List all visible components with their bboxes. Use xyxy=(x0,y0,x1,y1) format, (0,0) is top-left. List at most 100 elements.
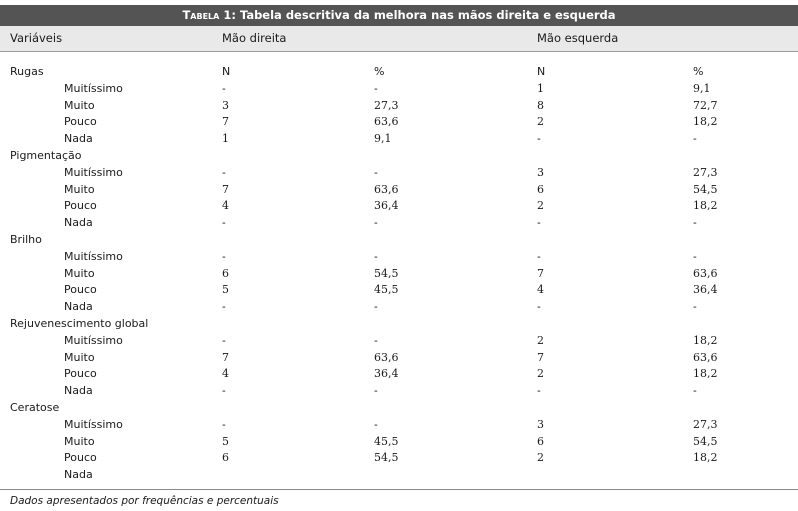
row-label: Muitíssimo xyxy=(64,333,123,347)
cell-pct-left: 18,2 xyxy=(693,115,718,129)
cell-n-right: - xyxy=(222,165,226,179)
table-row: Muito 7 63,6 7 63,6 xyxy=(0,349,798,366)
cell-pct-right: - xyxy=(374,300,378,314)
row-label: Pouco xyxy=(64,283,97,297)
table-footnote: Dados apresentados por frequências e per… xyxy=(10,495,279,507)
cell-n-left: 3 xyxy=(537,417,544,431)
table-row: Nada 1 9,1 - - xyxy=(0,130,798,147)
cell-pct-left: 18,2 xyxy=(693,333,718,347)
table-header: Variáveis Mão direita Mão esquerda xyxy=(0,26,798,52)
row-label: Muito xyxy=(64,350,95,364)
cell-pct-left: 63,6 xyxy=(693,350,718,364)
cell-pct-right: 27,3 xyxy=(374,98,399,112)
cell-pct-left: 18,2 xyxy=(693,367,718,381)
table-row: Muitíssimo - - 2 18,2 xyxy=(0,332,798,349)
cell-n-left: 6 xyxy=(537,182,544,196)
cell-n-right: 7 xyxy=(222,350,229,364)
cell-pct-left: 27,3 xyxy=(693,417,718,431)
row-label: Nada xyxy=(64,132,93,146)
cell-pct-right: 63,6 xyxy=(374,350,399,364)
cell-pct-right: 63,6 xyxy=(374,182,399,196)
cell-pct-left: - xyxy=(693,384,697,398)
cell-n-left: 7 xyxy=(537,266,544,280)
cell-pct-left: 27,3 xyxy=(693,165,718,179)
row-label: Pouco xyxy=(64,367,97,381)
cell-n-right: 3 xyxy=(222,98,229,112)
table-bottom-rule xyxy=(0,489,798,490)
group-row: Pigmentação xyxy=(0,147,798,164)
row-label: Muito xyxy=(64,266,95,280)
row-label: Pouco xyxy=(64,115,97,129)
cell-n-right: - xyxy=(222,300,226,314)
cell-n-right: 7 xyxy=(222,182,229,196)
table-row: Pouco 7 63,6 2 18,2 xyxy=(0,113,798,130)
cell-n-left: - xyxy=(537,132,541,146)
cell-pct-left: 36,4 xyxy=(693,283,718,297)
table-row: Muitíssimo - - - - xyxy=(0,248,798,265)
cell-n-right: 5 xyxy=(222,283,229,297)
cell-pct-right: - xyxy=(374,165,378,179)
row-label: Muito xyxy=(64,98,95,112)
cell-pct-left: 54,5 xyxy=(693,182,718,196)
cell-n-left: 6 xyxy=(537,434,544,448)
table-row: Muito 5 45,5 6 54,5 xyxy=(0,433,798,450)
cell-pct-right: 54,5 xyxy=(374,266,399,280)
cell-n-left: 2 xyxy=(537,333,544,347)
group-label: Ceratose xyxy=(10,401,60,414)
row-label: Muitíssimo xyxy=(64,417,123,431)
table-row: Muito 3 27,3 8 72,7 xyxy=(0,97,798,114)
cell-n-left: 3 xyxy=(537,165,544,179)
row-label: Pouco xyxy=(64,451,97,465)
cell-pct-left: 72,7 xyxy=(693,98,718,112)
row-label: Pouco xyxy=(64,199,97,213)
row-label: Muitíssimo xyxy=(64,81,123,95)
table-row: Nada - - - - xyxy=(0,298,798,315)
cell-pct-right: 54,5 xyxy=(374,451,399,465)
row-label: Muito xyxy=(64,182,95,196)
cell-n-right: 7 xyxy=(222,115,229,129)
cell-pct-right: - xyxy=(374,81,378,95)
group-label: Rejuvenescimento global xyxy=(10,317,149,330)
cell-pct-left: 18,2 xyxy=(693,451,718,465)
cell-pct-left: - xyxy=(693,132,697,146)
cell-pct-right: 36,4 xyxy=(374,367,399,381)
column-label: % xyxy=(693,65,704,78)
cell-pct-left: - xyxy=(693,300,697,314)
group-label: Pigmentação xyxy=(10,149,82,162)
cell-n-left: - xyxy=(537,249,541,263)
cell-pct-left: 63,6 xyxy=(693,266,718,280)
row-label: Muitíssimo xyxy=(64,165,123,179)
cell-pct-left: 18,2 xyxy=(693,199,718,213)
group-row: Ceratose xyxy=(0,399,798,416)
row-label: Muitíssimo xyxy=(64,249,123,263)
column-label: % xyxy=(374,65,385,78)
cell-pct-right: 45,5 xyxy=(374,283,399,297)
cell-n-left: 1 xyxy=(537,81,544,95)
cell-pct-right: 63,6 xyxy=(374,115,399,129)
cell-n-right: - xyxy=(222,384,226,398)
row-label: Nada xyxy=(64,300,93,314)
cell-n-left: - xyxy=(537,216,541,230)
cell-n-right: 5 xyxy=(222,434,229,448)
table-row: Muitíssimo - - 3 27,3 xyxy=(0,416,798,433)
cell-pct-right: - xyxy=(374,249,378,263)
column-label: N xyxy=(222,65,231,78)
cell-n-right: 6 xyxy=(222,266,229,280)
table-row: Muito 7 63,6 6 54,5 xyxy=(0,181,798,198)
cell-n-right: - xyxy=(222,333,226,347)
cell-n-right: - xyxy=(222,249,226,263)
cell-n-right: - xyxy=(222,417,226,431)
cell-n-left: 2 xyxy=(537,451,544,465)
cell-pct-left: 9,1 xyxy=(693,81,711,95)
table-row: Nada xyxy=(0,466,798,483)
cell-n-right: - xyxy=(222,216,226,230)
cell-pct-left: 54,5 xyxy=(693,434,718,448)
table-title: Tabela 1: Tabela descritiva da melhora n… xyxy=(0,5,798,26)
cell-pct-right: 36,4 xyxy=(374,199,399,213)
row-label: Nada xyxy=(64,216,93,230)
row-label: Nada xyxy=(64,468,93,482)
cell-pct-right: - xyxy=(374,384,378,398)
cell-n-right: 4 xyxy=(222,367,229,381)
cell-n-left: 8 xyxy=(537,98,544,112)
table-title-prefix: Tabela 1: xyxy=(182,8,236,22)
